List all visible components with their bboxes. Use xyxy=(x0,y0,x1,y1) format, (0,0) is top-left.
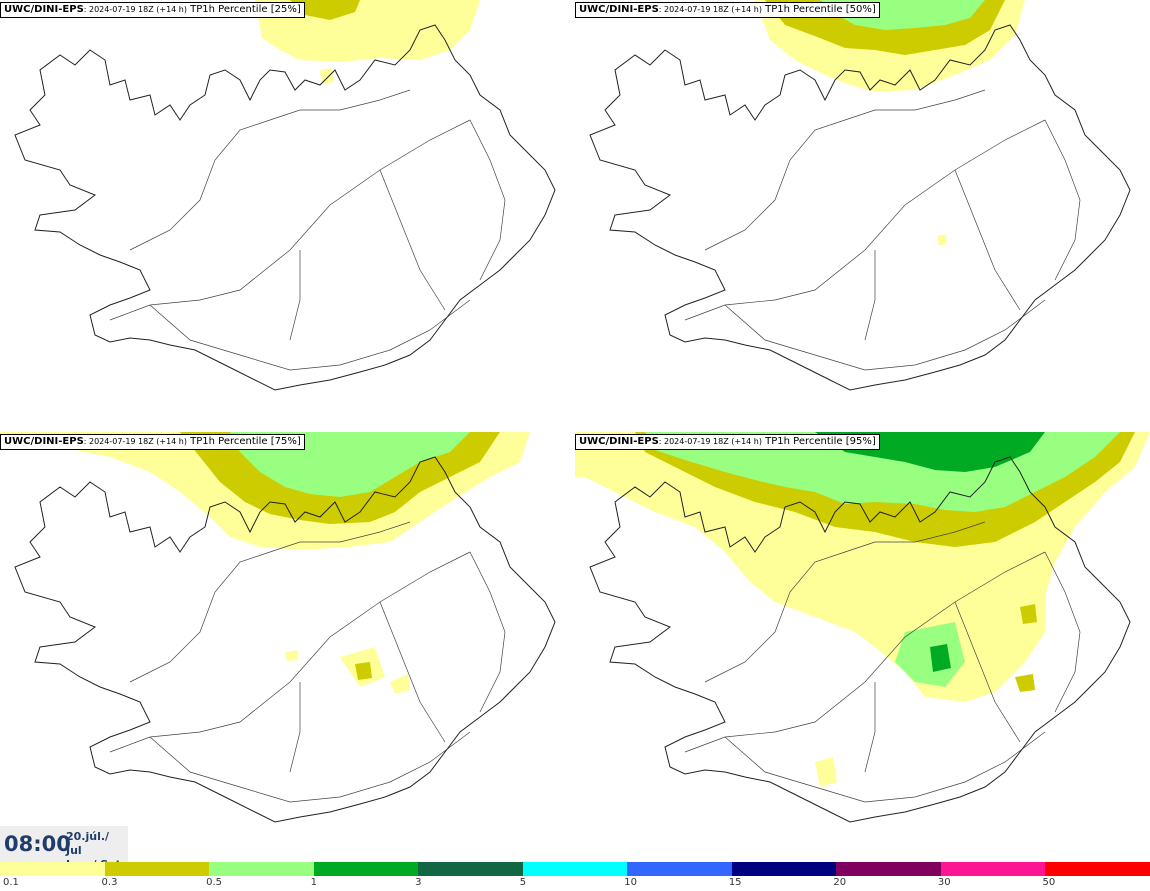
legend-ticks: 0.1 0.3 0.5 1 3 5 10 15 20 30 50 xyxy=(0,877,1150,891)
legend-swatch xyxy=(313,862,419,876)
legend-swatch xyxy=(1045,862,1150,876)
legend-tick-label: 30 xyxy=(937,877,951,888)
legend-tick-label: 0.1 xyxy=(3,877,19,888)
precip-area xyxy=(290,0,360,20)
legend-swatch xyxy=(209,862,314,876)
legend-swatch xyxy=(0,862,105,876)
valid-date-line1: 20.júl./ Jul xyxy=(66,830,110,857)
road-line xyxy=(469,551,506,713)
road-line xyxy=(724,299,1046,371)
legend-swatch xyxy=(418,862,523,876)
road-line xyxy=(684,119,1046,321)
road-line xyxy=(1044,551,1081,713)
panel-title: UWC/DINI-EPS: 2024-07-19 18Z (+14 h) TP1… xyxy=(0,2,305,18)
road-line xyxy=(1044,119,1081,281)
map-panel-p75: UWC/DINI-EPS: 2024-07-19 18Z (+14 h) TP1… xyxy=(0,432,575,864)
road-line xyxy=(109,119,471,321)
coastline xyxy=(589,24,1131,391)
road-line xyxy=(864,250,876,341)
precip-area xyxy=(937,234,947,246)
coastline xyxy=(14,24,556,391)
legend-swatch xyxy=(104,862,210,876)
legend-tick-label: 20 xyxy=(833,877,847,888)
legend-tick-label: 0.3 xyxy=(101,877,118,888)
road-line xyxy=(129,89,411,251)
road-line xyxy=(469,119,506,281)
road-line xyxy=(684,551,1046,753)
precip-area xyxy=(1020,604,1037,624)
road-line xyxy=(149,299,471,371)
legend-swatch xyxy=(522,862,628,876)
panel-title: UWC/DINI-EPS: 2024-07-19 18Z (+14 h) TP1… xyxy=(0,434,305,450)
coastline xyxy=(14,456,556,823)
precip-map-p95 xyxy=(575,432,1150,823)
panel-title: UWC/DINI-EPS: 2024-07-19 18Z (+14 h) TP1… xyxy=(575,2,880,18)
legend-swatch xyxy=(836,862,941,876)
precip-area xyxy=(895,622,965,687)
legend-tick-label: 10 xyxy=(624,877,637,888)
road-line xyxy=(379,169,446,311)
precip-map-p25 xyxy=(14,0,556,391)
road-line xyxy=(954,169,1021,311)
map-panel-p50: UWC/DINI-EPS: 2024-07-19 18Z (+14 h) TP1… xyxy=(575,0,1150,432)
panel-title: UWC/DINI-EPS: 2024-07-19 18Z (+14 h) TP1… xyxy=(575,434,880,450)
road-line xyxy=(289,250,301,341)
road-line xyxy=(704,89,986,251)
legend-tick-label: 50 xyxy=(1042,877,1056,888)
road-line xyxy=(864,682,876,773)
map-panel-p95: UWC/DINI-EPS: 2024-07-19 18Z (+14 h) TP1… xyxy=(575,432,1150,864)
road-line xyxy=(724,731,1046,803)
legend-tick-label: 1 xyxy=(310,877,317,888)
precip-area xyxy=(1015,674,1035,692)
legend-tick-label: 0.5 xyxy=(206,877,222,888)
precip-area xyxy=(320,68,334,84)
precip-area xyxy=(390,674,410,694)
legend-swatch xyxy=(731,862,837,876)
legend-swatch xyxy=(940,862,1046,876)
valid-time-box: 08:00 20.júl./ Jul Lau./ Sat xyxy=(0,826,128,871)
precip-map-p75 xyxy=(0,432,556,823)
road-line xyxy=(109,551,471,753)
precip-map-p50 xyxy=(589,0,1131,391)
precip-area xyxy=(285,650,298,661)
map-panel-p25: UWC/DINI-EPS: 2024-07-19 18Z (+14 h) TP1… xyxy=(0,0,575,432)
precip-color-legend xyxy=(0,862,1150,876)
precip-area xyxy=(815,757,837,787)
precip-area xyxy=(355,662,372,680)
coastline xyxy=(589,456,1131,823)
valid-time-clock: 08:00 xyxy=(4,832,71,856)
precip-area xyxy=(930,644,951,672)
legend-tick-label: 15 xyxy=(728,877,742,888)
road-line xyxy=(149,731,471,803)
road-line xyxy=(704,521,986,683)
road-line xyxy=(379,601,446,743)
legend-tick-label: 3 xyxy=(415,877,422,888)
road-line xyxy=(289,682,301,773)
legend-swatch xyxy=(627,862,732,876)
road-line xyxy=(129,521,411,683)
road-line xyxy=(954,601,1021,743)
legend-tick-label: 5 xyxy=(519,877,527,888)
